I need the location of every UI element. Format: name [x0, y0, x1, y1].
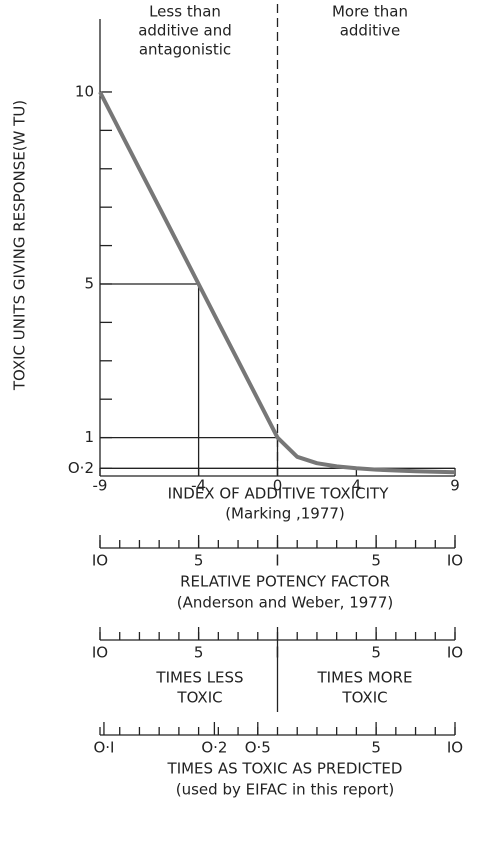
x-tick-label: 9	[450, 477, 460, 495]
y-axis-label: TOXIC UNITS GIVING RESPONSE(W TU)	[11, 100, 29, 391]
x-tick-label: 4	[352, 477, 362, 495]
scale-side-label: TOXIC	[341, 689, 387, 707]
x-axis-source: (Marking ,1977)	[225, 505, 345, 523]
y-tick-label: O·2	[68, 459, 94, 477]
y-tick-label: 10	[75, 82, 94, 100]
scale-tick-label: 5	[371, 739, 381, 757]
scale-tick-label: O·I	[93, 739, 114, 757]
x-tick-label: -9	[93, 477, 108, 495]
scale-title: (Anderson and Weber, 1977)	[177, 594, 393, 612]
scale-tick-label: 5	[194, 644, 204, 662]
scale-title: TIMES AS TOXIC AS PREDICTED	[167, 760, 403, 778]
y-tick-label: 1	[84, 428, 94, 446]
scale-tick-label: IO	[447, 739, 463, 757]
scale-tick-label: IO	[447, 644, 463, 662]
x-axis-label: INDEX OF ADDITIVE TOXICITY	[168, 485, 390, 503]
annotation: antagonistic	[139, 41, 231, 59]
annotation: additive	[340, 22, 401, 40]
scale-tick-label: O·5	[245, 739, 271, 757]
scale-tick-label: O·2	[201, 739, 227, 757]
y-tick-label: 5	[84, 274, 94, 292]
annotation: Less than	[149, 3, 221, 21]
scale-tick-label: I	[275, 552, 279, 570]
scale-tick-label: 5	[371, 644, 381, 662]
scale-title: RELATIVE POTENCY FACTOR	[180, 573, 390, 591]
scale-tick-label: IO	[92, 644, 108, 662]
x-tick-label: -4	[191, 477, 206, 495]
scale-tick-label: IO	[92, 552, 108, 570]
annotation: More than	[332, 3, 408, 21]
scale-tick-label: IO	[447, 552, 463, 570]
scale-side-label: TIMES LESS	[155, 669, 243, 687]
scale-side-label: TOXIC	[176, 689, 222, 707]
curve	[98, 91, 456, 475]
x-tick-label: 0	[273, 477, 283, 495]
scale-title: (used by EIFAC in this report)	[176, 781, 395, 799]
scale-tick-label: 5	[371, 552, 381, 570]
annotation: additive and	[138, 22, 232, 40]
scale-tick-label: 5	[194, 552, 204, 570]
scale-side-label: TIMES MORE	[317, 669, 413, 687]
